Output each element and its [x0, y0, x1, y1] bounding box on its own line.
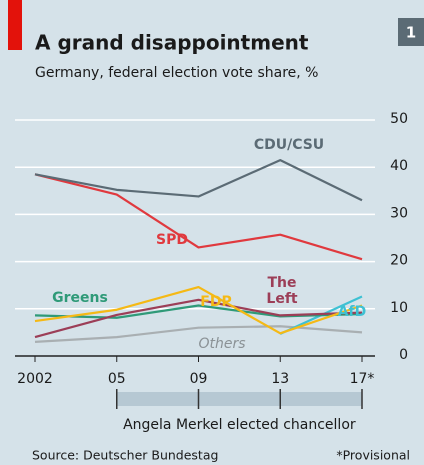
source: Source: Deutscher Bundestag — [32, 448, 218, 463]
series-label: CDU/CSU — [253, 137, 325, 153]
series-label: Greens — [52, 290, 108, 306]
series-line — [34, 304, 363, 319]
chart-title: A grand disappointment — [35, 31, 309, 55]
x-tick-label: 13 — [271, 371, 289, 387]
series-line — [34, 159, 363, 202]
y-tick-label: 30 — [390, 205, 408, 221]
x-tick-label: 2002 — [17, 371, 53, 387]
annotation: Angela Merkel elected chancellor — [123, 417, 356, 433]
series-line — [34, 298, 363, 339]
chart-subtitle: Germany, federal election vote share, % — [35, 65, 318, 81]
series-label: Others — [198, 336, 246, 352]
series-label: SPD — [156, 232, 188, 248]
badge: 1 — [406, 24, 416, 42]
x-tick-label: 17* — [350, 371, 375, 387]
series-line — [34, 173, 363, 261]
series-label: The Left — [266, 275, 298, 307]
merkel-band — [116, 392, 362, 406]
series-label: FDP — [200, 294, 232, 310]
y-tick-label: 20 — [390, 253, 408, 269]
series-line — [34, 325, 363, 343]
y-tick-label: 0 — [399, 347, 408, 363]
x-tick-label: 05 — [108, 371, 126, 387]
red-tag — [8, 0, 22, 50]
series-line — [34, 285, 363, 335]
series-label: AfD — [337, 304, 367, 320]
x-tick-label: 09 — [190, 371, 208, 387]
y-tick-label: 50 — [390, 111, 408, 127]
y-tick-label: 40 — [390, 158, 408, 174]
note: *Provisional — [336, 448, 410, 463]
y-tick-label: 10 — [390, 300, 408, 316]
badge-box — [398, 18, 424, 46]
